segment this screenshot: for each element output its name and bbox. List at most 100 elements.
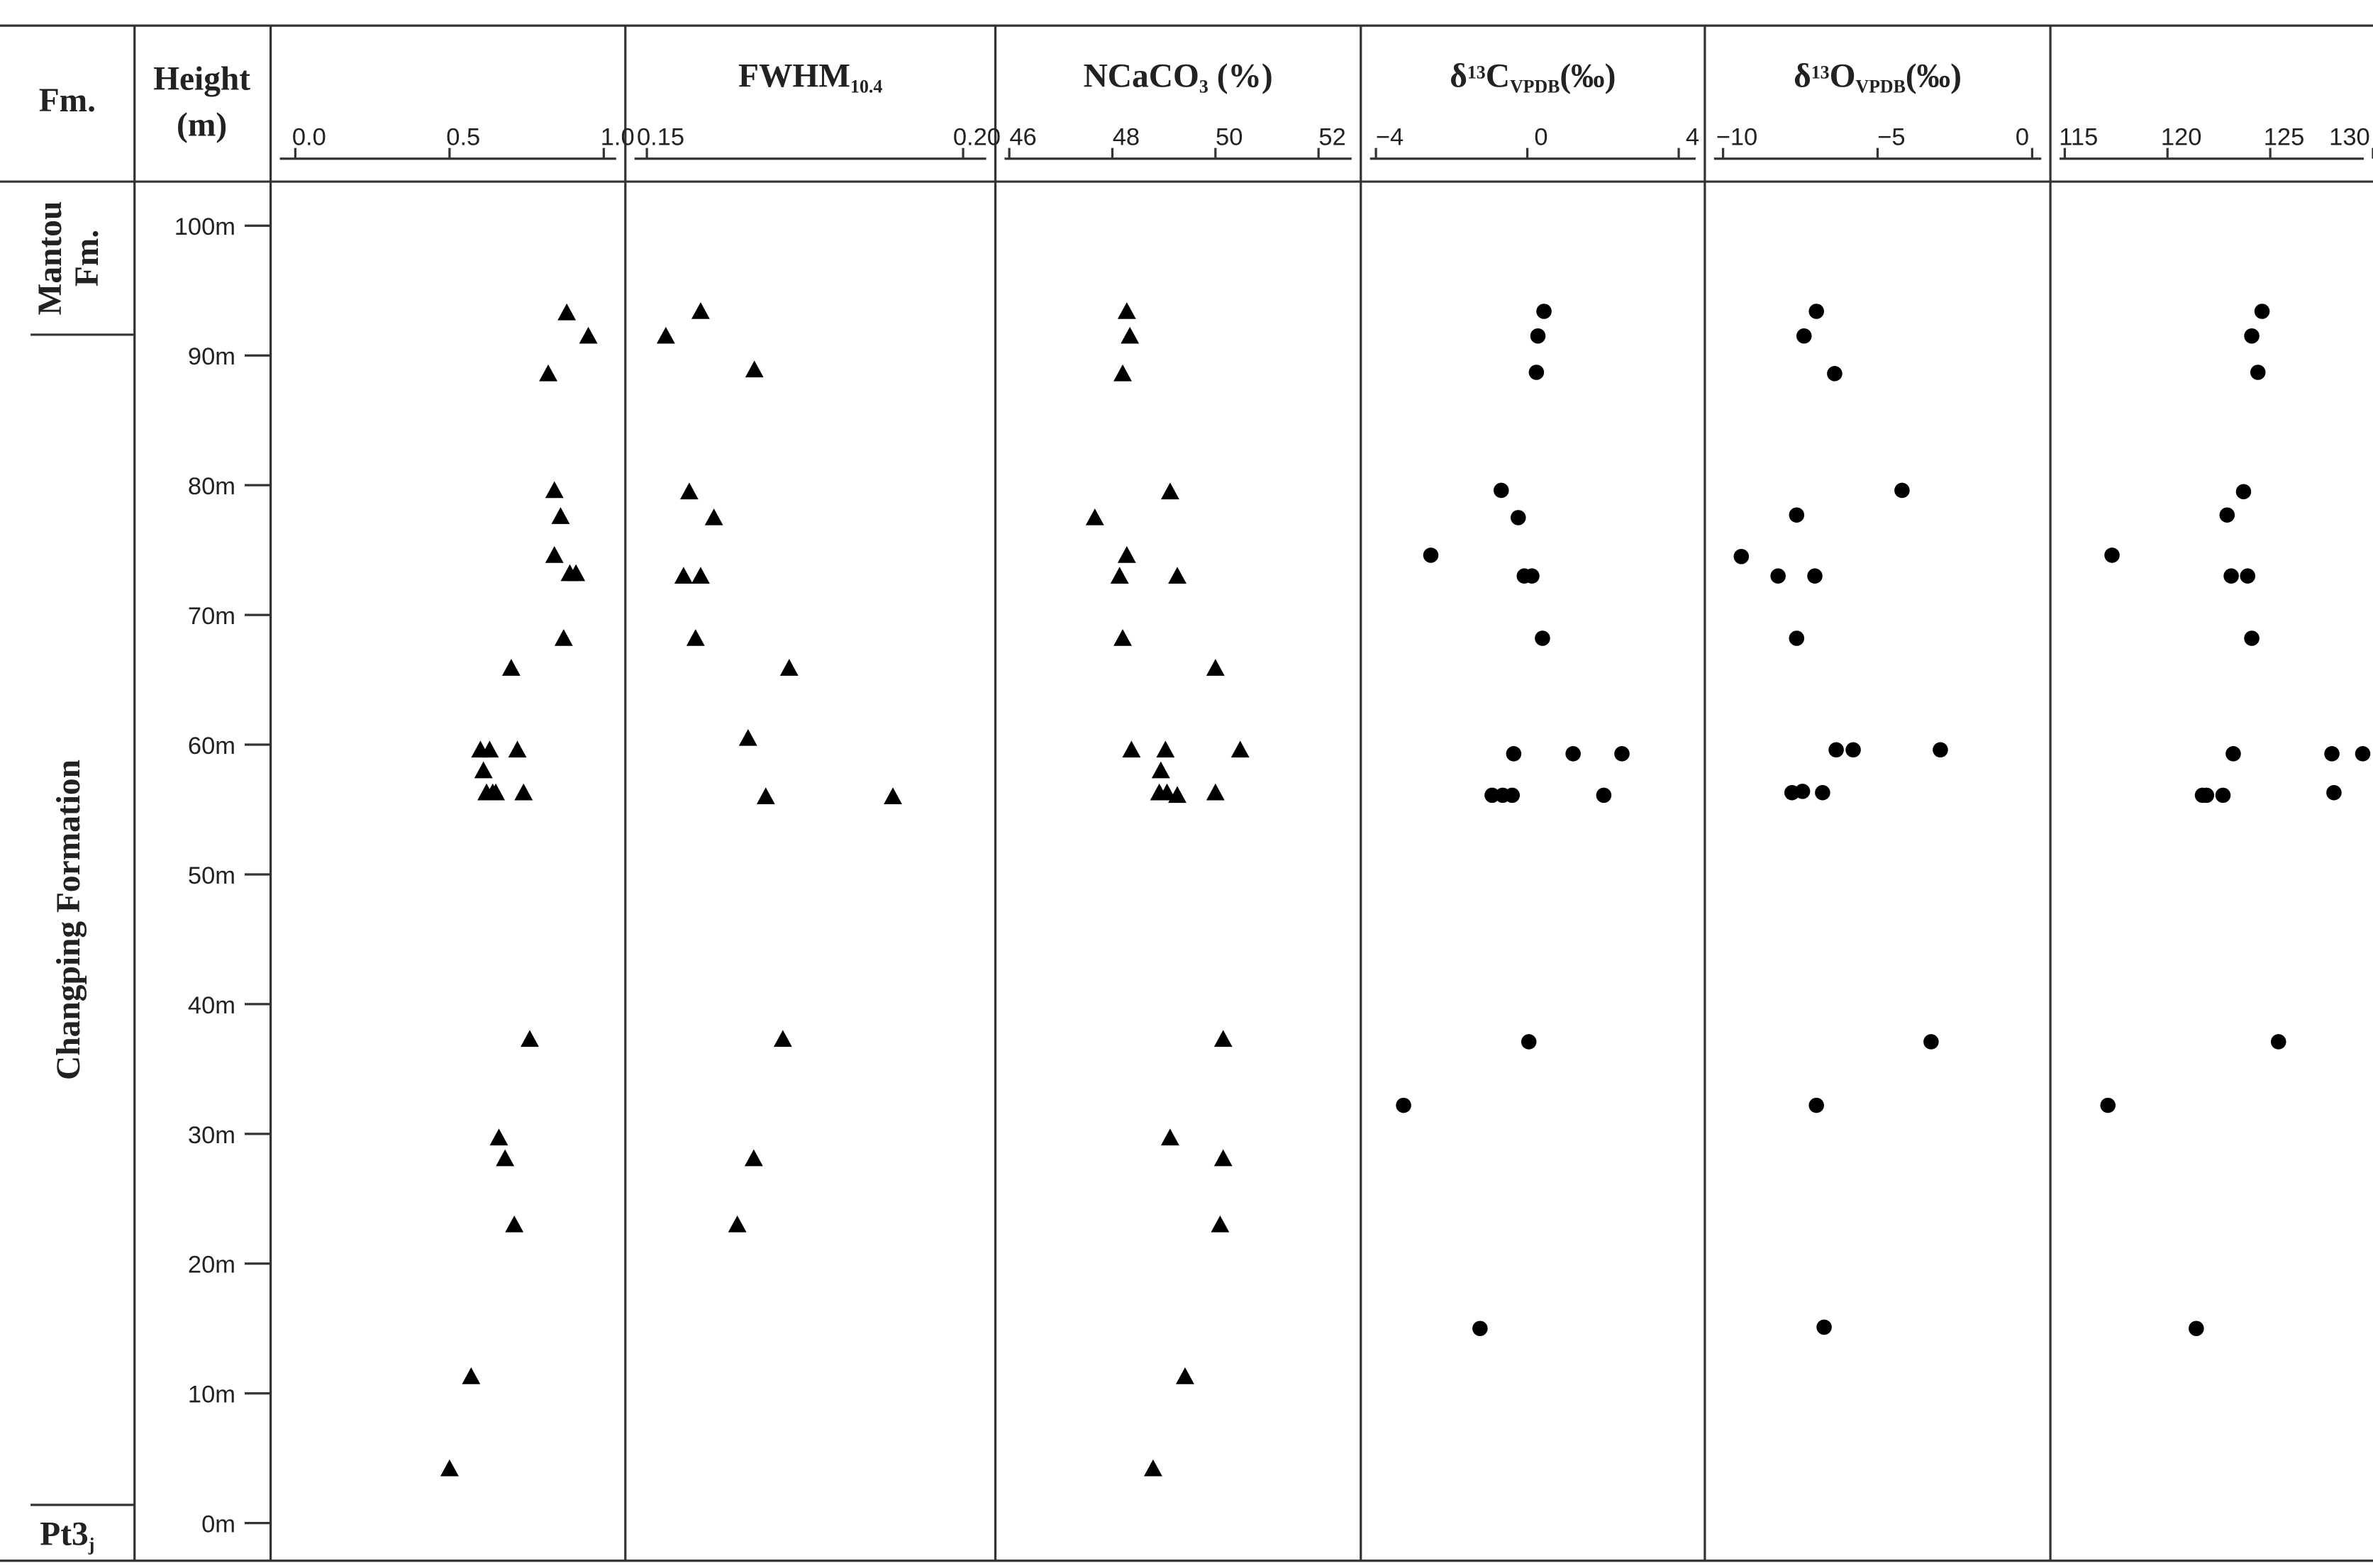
- triangle-point: [1213, 1149, 1233, 1167]
- triangle-point: [551, 507, 570, 524]
- y-tick-label: 0m: [201, 1511, 235, 1538]
- circle-point: [1472, 1320, 1488, 1337]
- circle-point: [2240, 568, 2256, 584]
- triangle-point: [1117, 545, 1136, 563]
- triangle-point: [1176, 1367, 1194, 1384]
- triangle-point: [674, 567, 693, 584]
- triangle-point: [496, 1149, 515, 1167]
- triangle-point: [440, 1459, 459, 1477]
- triangle-point: [480, 740, 499, 758]
- x-tick-label: −10: [1716, 123, 1758, 150]
- circle-point: [1807, 568, 1823, 584]
- triangle-point: [1151, 761, 1170, 779]
- circle-point: [1521, 1034, 1537, 1050]
- x-tick-label: 125: [2264, 123, 2305, 150]
- circle-point: [1504, 787, 1521, 804]
- triangle-point: [579, 326, 598, 344]
- formation-label: Pt3j: [40, 1516, 94, 1555]
- circle-point: [2254, 304, 2270, 319]
- circle-point: [1396, 1097, 1411, 1113]
- triangle-point: [462, 1367, 481, 1384]
- triangle-point: [686, 629, 705, 646]
- triangle-point: [505, 1215, 524, 1233]
- triangle-point: [474, 761, 493, 779]
- x-tick-label: −5: [1877, 123, 1905, 150]
- circle-point: [2223, 568, 2239, 584]
- text-run: Fm.: [69, 230, 106, 287]
- x-tick-label: −4: [1376, 123, 1404, 150]
- triangle-point: [884, 787, 902, 804]
- text-run: NCaCO: [1084, 57, 1199, 94]
- panel-title: δ13OVPDB(‰): [1794, 57, 1962, 96]
- triangle-point: [487, 783, 506, 801]
- y-tick-label: 80m: [188, 473, 235, 500]
- text-run: Changping Formation: [50, 760, 87, 1080]
- text-run: j: [88, 1534, 95, 1555]
- circle-point: [1510, 510, 1526, 526]
- circle-point: [2270, 1034, 2286, 1050]
- text-run: (‰): [1906, 57, 1962, 94]
- circle-point: [1794, 784, 1811, 799]
- text-run: O: [1830, 57, 1856, 94]
- circle-point: [1528, 365, 1545, 380]
- x-tick-label: 50: [1216, 123, 1243, 150]
- circle-point: [2100, 1097, 2116, 1113]
- circle-point: [1733, 548, 1750, 565]
- circle-point: [1535, 630, 1550, 646]
- triangle-point: [704, 508, 723, 526]
- triangle-point: [545, 545, 564, 563]
- triangle-point: [744, 1149, 763, 1167]
- triangle-point: [1121, 326, 1140, 344]
- triangle-point: [1206, 783, 1225, 801]
- circle-point: [2215, 787, 2231, 804]
- x-tick-label: 0: [2016, 123, 2029, 150]
- circle-point: [1815, 784, 1830, 801]
- triangle-point: [1160, 1128, 1179, 1146]
- y-tick-label: 60m: [188, 733, 235, 760]
- circle-point: [2355, 746, 2371, 762]
- triangle-point: [1213, 1030, 1233, 1047]
- formation-label: Changping Formation: [50, 760, 87, 1080]
- y-tick-label: 30m: [188, 1122, 235, 1149]
- text-run: (‰): [1560, 57, 1616, 94]
- circle-point: [1933, 742, 1948, 758]
- circle-point: [2326, 784, 2342, 801]
- x-tick-label: 0.0: [292, 123, 326, 150]
- triangle-point: [1143, 1459, 1162, 1477]
- y-tick-label: 90m: [188, 343, 235, 370]
- circle-point: [1808, 1097, 1824, 1113]
- x-tick-label: 4: [1686, 123, 1699, 150]
- triangle-point: [756, 787, 775, 804]
- x-tick-label: 115: [2059, 123, 2098, 150]
- triangle-point: [567, 564, 586, 582]
- circle-point: [1770, 568, 1786, 584]
- text-run: VPDB: [1855, 76, 1905, 96]
- circle-point: [1506, 746, 1522, 762]
- triangle-point: [691, 567, 710, 584]
- triangle-point: [1230, 740, 1250, 758]
- circle-point: [1530, 328, 1546, 344]
- triangle-point: [779, 659, 799, 676]
- circle-point: [1894, 482, 1910, 499]
- x-tick-label: 0.20: [953, 123, 1001, 150]
- formation-header: Fm.: [39, 82, 96, 119]
- text-run: δ: [1794, 57, 1811, 94]
- triangle-point: [1206, 659, 1225, 676]
- triangle-point: [773, 1030, 792, 1047]
- text-run: C: [1486, 57, 1510, 94]
- text-run: Pt3: [40, 1516, 88, 1553]
- x-tick-label: 0.15: [637, 123, 684, 150]
- triangle-point: [489, 1128, 508, 1146]
- circle-point: [1789, 630, 1805, 646]
- triangle-point: [1211, 1215, 1230, 1233]
- circle-point: [2244, 328, 2260, 344]
- triangle-point: [679, 482, 699, 500]
- text-run: δ: [1450, 57, 1467, 94]
- y-tick-label: 10m: [188, 1381, 235, 1408]
- panel-title: FWHM10.4: [738, 57, 882, 96]
- circle-point: [2189, 1320, 2204, 1337]
- text-run: 13: [1467, 62, 1486, 83]
- circle-point: [2104, 547, 2120, 563]
- circle-point: [2225, 746, 2241, 762]
